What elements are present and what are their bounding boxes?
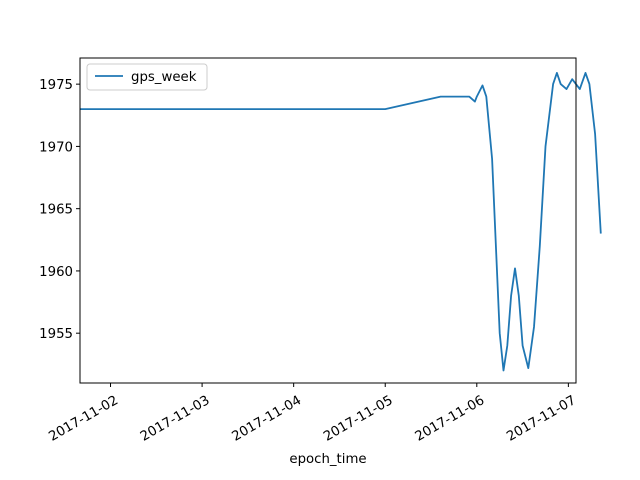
y-tick-label: 1975	[39, 78, 73, 93]
axes-frame	[79, 57, 577, 384]
y-tick-label: 1960	[39, 265, 73, 280]
legend-box	[86, 63, 208, 91]
y-tick-label: 1955	[39, 327, 73, 342]
series-layer	[80, 72, 602, 372]
y-tick-label: 1965	[39, 203, 73, 218]
axes-spines	[79, 57, 577, 384]
y-tick-label: 1970	[39, 140, 73, 155]
y-axis-ticks: 1955 1960 1965 1970 1975	[39, 78, 80, 342]
legend-label: gps_week	[131, 70, 197, 85]
legend: gps_week	[86, 63, 208, 91]
plot-area	[80, 58, 576, 383]
series-line-gps_week	[80, 72, 602, 372]
x-axis-title: epoch_time	[289, 452, 366, 467]
